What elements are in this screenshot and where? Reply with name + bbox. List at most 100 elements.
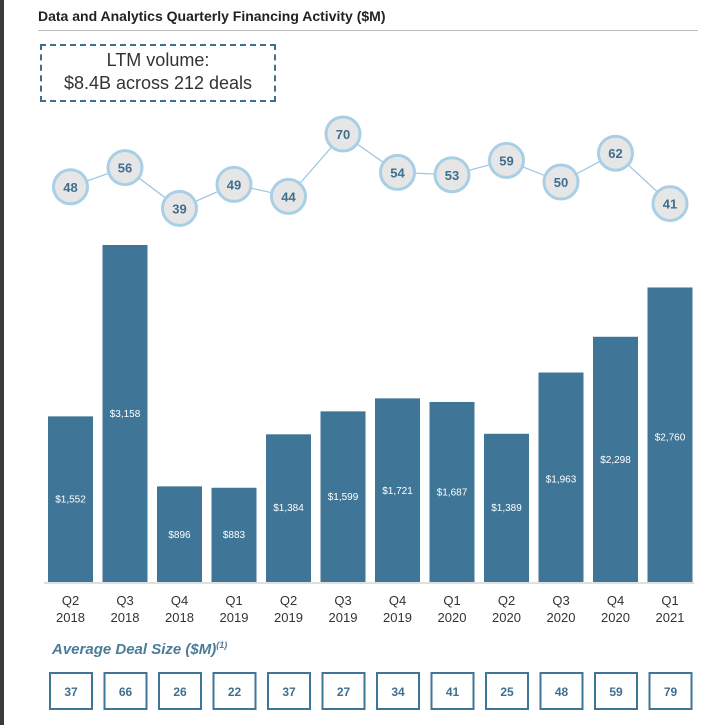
avg-deal-size-value: 79 [664, 685, 678, 699]
bar-value-label: $2,760 [655, 432, 686, 443]
x-tick-year: 2020 [492, 610, 521, 625]
bar [429, 401, 475, 582]
deal-count-circle [106, 149, 144, 187]
x-tick-year: 2019 [383, 610, 412, 625]
bar [375, 398, 420, 582]
bar [211, 487, 257, 582]
deal-count-circle [488, 141, 525, 179]
deal-count-circle [161, 189, 198, 227]
deal-count-circle [597, 134, 634, 172]
avg-deal-size-value: 37 [282, 685, 296, 699]
x-tick-quarter: Q4 [607, 593, 624, 608]
bar-value-label: $1,552 [55, 495, 86, 506]
left-edge-rule [0, 0, 4, 725]
avg-deal-size-value: 34 [391, 685, 405, 699]
x-tick-quarter: Q4 [171, 593, 188, 608]
bar-value-label: $3,158 [110, 409, 141, 420]
x-tick-quarter: Q2 [280, 593, 297, 608]
ltm-label: LTM volume: [106, 50, 210, 70]
x-tick-year: 2018 [165, 610, 194, 625]
bar-value-label: $896 [168, 530, 191, 541]
bar-value-label: $1,963 [546, 475, 577, 486]
avg-deal-size-value: 25 [500, 685, 514, 699]
deal-count-label: 44 [281, 189, 296, 204]
avg-deal-size-box [267, 672, 311, 710]
x-tick-year: 2019 [274, 610, 303, 625]
x-tick-year: 2021 [656, 610, 685, 625]
bar-value-label: $1,721 [382, 486, 413, 497]
deal-count-label: 53 [445, 168, 459, 183]
x-tick-quarter: Q3 [552, 593, 569, 608]
avg-deal-size-box [158, 672, 202, 710]
bar [538, 372, 584, 582]
bar-value-label: $2,298 [600, 455, 631, 466]
bar [593, 336, 638, 582]
bar-value-label: $1,389 [491, 503, 522, 514]
bar [102, 245, 148, 582]
deal-count-circle [379, 153, 416, 191]
avg-deal-size-value: 27 [337, 685, 351, 699]
bar-value-label: $1,599 [328, 492, 359, 503]
avg-deal-size-value: 59 [609, 685, 623, 699]
avg-deal-size-value: 66 [119, 685, 133, 699]
x-tick-year: 2020 [438, 610, 467, 625]
deal-count-circle [651, 185, 689, 223]
avg-deal-size-box [594, 672, 638, 710]
avg-deal-size-box [539, 672, 584, 710]
x-tick-quarter: Q3 [116, 593, 133, 608]
bar-value-label: $883 [223, 530, 246, 541]
avg-deal-size-box [321, 672, 366, 710]
x-tick-quarter: Q1 [443, 593, 460, 608]
avg-deal-size-box [212, 672, 257, 710]
avg-deal-size-value: 41 [446, 685, 460, 699]
x-tick-year: 2020 [601, 610, 630, 625]
bar-value-label: $1,687 [437, 488, 468, 499]
avg-deal-size-title: Average Deal Size ($M)(1) [52, 640, 227, 658]
avg-deal-size-box [648, 672, 693, 710]
deal-count-label: 39 [172, 201, 186, 216]
bar [157, 486, 202, 582]
deal-count-label: 56 [118, 161, 132, 176]
x-tick-quarter: Q1 [225, 593, 242, 608]
avg-deal-size-value: 48 [555, 685, 569, 699]
deal-count-label: 48 [63, 180, 77, 195]
deal-count-label: 70 [336, 127, 350, 142]
x-tick-year: 2019 [220, 610, 249, 625]
x-tick-year: 2018 [111, 610, 140, 625]
avg-deal-size-box [376, 672, 420, 710]
x-tick-quarter: Q3 [334, 593, 351, 608]
x-tick-year: 2020 [547, 610, 576, 625]
bar-value-label: $1,384 [273, 503, 304, 514]
avg-deal-size-box [485, 672, 529, 710]
avg-deal-size-footnote: (1) [216, 640, 228, 650]
deal-count-line [70, 133, 671, 210]
deal-count-circle [324, 115, 362, 153]
avg-deal-size-box [103, 672, 148, 710]
deal-count-circle [270, 177, 307, 215]
bar [320, 411, 366, 582]
deal-count-label: 54 [390, 165, 405, 180]
ltm-value: $8.4B across 212 deals [63, 73, 253, 93]
deal-count-label: 41 [663, 197, 677, 212]
bar [266, 434, 311, 582]
avg-deal-size-value: 26 [173, 685, 187, 699]
deal-count-label: 59 [499, 153, 513, 168]
x-tick-quarter: Q1 [661, 593, 678, 608]
deal-count-circle [542, 163, 580, 201]
ltm-volume-callout: LTM volume: $8.4B across 212 deals [40, 44, 276, 102]
deal-count-circle [52, 168, 89, 206]
bar [647, 287, 693, 582]
avg-deal-size-value: 37 [64, 685, 78, 699]
deal-count-circle [433, 156, 471, 194]
avg-deal-size-label: Average Deal Size ($M) [52, 641, 217, 658]
bar [484, 433, 529, 582]
avg-deal-size-box [49, 672, 93, 710]
deal-count-label: 62 [608, 146, 622, 161]
x-tick-year: 2018 [56, 610, 85, 625]
x-tick-quarter: Q4 [389, 593, 406, 608]
deal-count-label: 49 [227, 177, 241, 192]
x-tick-year: 2019 [329, 610, 358, 625]
avg-deal-size-value: 22 [228, 685, 242, 699]
bar [48, 416, 93, 582]
